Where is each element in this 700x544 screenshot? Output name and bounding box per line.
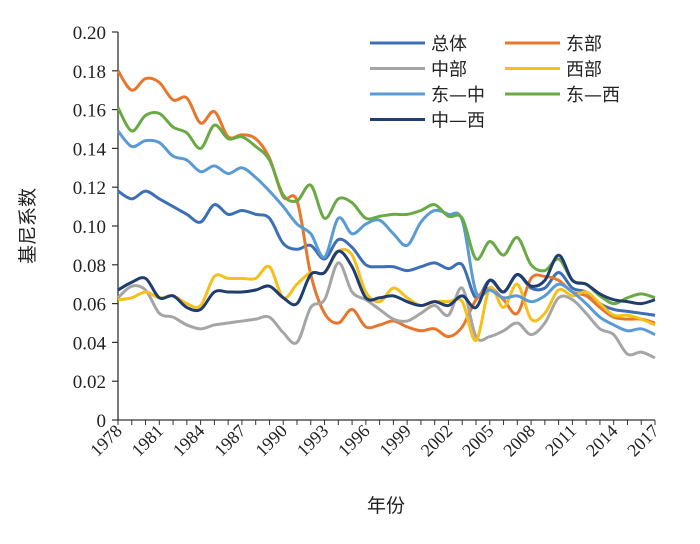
series-line-中部	[116, 261, 656, 360]
legend-label: 中部	[431, 60, 467, 81]
x-tick-label: 1978	[86, 421, 126, 461]
legend-label: 总体	[431, 34, 467, 55]
y-tick-label: 0.06	[73, 295, 106, 316]
legend-label: 东部	[566, 34, 602, 55]
legend-label: 中—西	[431, 111, 485, 132]
y-tick-label: 0	[97, 411, 107, 432]
x-tick-label: 2008	[499, 421, 539, 461]
y-tick-label: 0.12	[73, 178, 106, 199]
legend-label: 西部	[566, 60, 602, 81]
x-tick-label: 1999	[375, 421, 415, 461]
x-tick-label: 2005	[458, 421, 498, 461]
x-tick-label: 2017	[623, 421, 663, 461]
y-tick-label: 0.18	[73, 62, 106, 83]
y-tick-label: 0.20	[73, 23, 106, 44]
x-tick-label: 2014	[582, 421, 622, 461]
y-tick-label: 0.10	[73, 217, 106, 238]
series-line-中—西	[117, 249, 656, 313]
y-tick-label: 0.08	[73, 256, 106, 277]
series-line-东—西	[116, 106, 656, 306]
legend-label: 东—西	[566, 85, 620, 106]
y-tick-label: 0.02	[73, 372, 106, 393]
x-tick-label: 1987	[210, 421, 250, 461]
legend-label: 东—中	[431, 85, 485, 106]
y-tick-label: 0.16	[73, 101, 106, 122]
series-line-西部	[117, 247, 656, 342]
series-lines	[116, 69, 656, 360]
y-tick-label: 0.14	[73, 139, 107, 160]
x-tick-label: 1981	[128, 421, 168, 461]
x-tick-label: 2002	[417, 421, 457, 461]
y-axis-label: 基尼系数	[17, 188, 39, 264]
series-line-东—中	[116, 129, 656, 337]
x-tick-label: 1990	[251, 421, 291, 461]
x-tick-label: 1984	[169, 421, 209, 461]
x-tick-label: 1996	[334, 421, 374, 461]
x-tick-label: 2011	[541, 421, 580, 460]
x-axis-label: 年份	[367, 495, 405, 517]
x-tick-label: 1993	[293, 421, 333, 461]
y-tick-label: 0.04	[73, 333, 107, 354]
series-line-总体	[117, 189, 656, 317]
